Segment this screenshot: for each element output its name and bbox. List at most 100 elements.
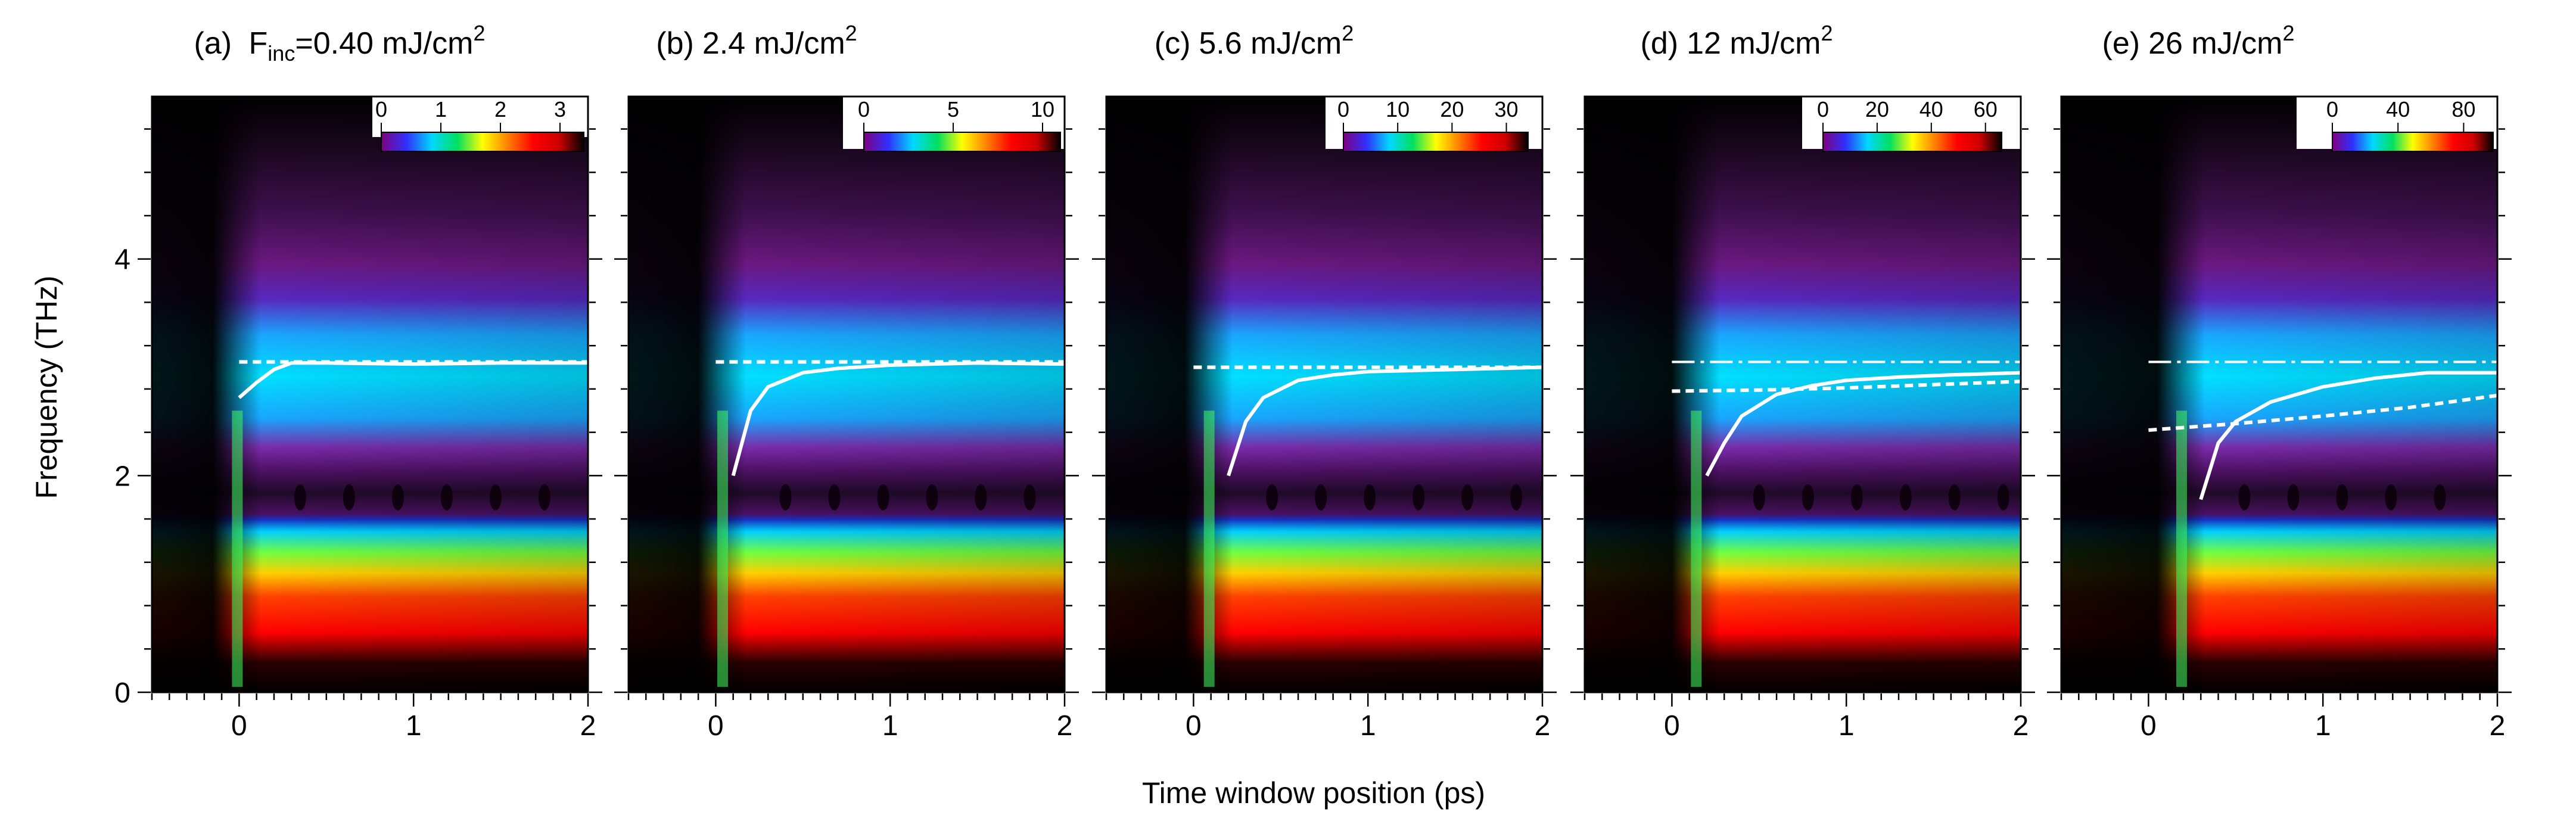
beat-spot — [828, 484, 841, 511]
x-tick-label: 0 — [1664, 710, 1680, 742]
colorbar-tick-label: 40 — [2386, 97, 2410, 122]
beat-spot — [1850, 484, 1863, 511]
x-tick-label: 1 — [2315, 710, 2331, 742]
solid-curve — [238, 361, 588, 399]
panel-title: (e) 26 mJ/cm2 — [2102, 21, 2295, 61]
x-tick-label: 0 — [231, 710, 247, 742]
title-mid: =0.40 mJ/cm — [295, 26, 473, 61]
panel-title: (b) 2.4 mJ/cm2 — [656, 21, 857, 61]
colorbar-tick-label: 30 — [1495, 97, 1519, 122]
panel-d: 0 1 20 20 40 60(d) 12 mJ/cm2 — [1570, 21, 2035, 742]
beat-spot — [1461, 484, 1474, 511]
beat-spot — [877, 484, 889, 511]
colorbar-tick-label: 5 — [947, 97, 959, 122]
beat-spot — [1997, 484, 2009, 511]
beat-spot — [1364, 484, 1376, 511]
beat-spot — [1948, 484, 1961, 511]
title-mid: 2.4 mJ/cm — [702, 26, 845, 61]
colorbar-tick-label: 0 — [858, 97, 870, 122]
title-mid: 12 mJ/cm — [1687, 26, 1821, 61]
beat-spot — [2238, 484, 2251, 511]
beat-spot — [1510, 484, 1523, 511]
heatmap-area — [1106, 97, 1542, 692]
title-letter: (a) — [194, 26, 232, 61]
heatmap-area — [2061, 97, 2497, 692]
panel-title: (c) 5.6 mJ/cm2 — [1155, 21, 1354, 61]
beat-spot — [489, 484, 502, 511]
x-tick-label: 1 — [1838, 710, 1855, 742]
title-sub: inc — [267, 41, 295, 66]
beat-spot — [538, 484, 550, 511]
colorbar — [381, 132, 584, 152]
colorbar-tick-label: 10 — [1031, 97, 1054, 122]
beat-spot — [2434, 484, 2446, 511]
colorbar — [1822, 132, 2002, 152]
beat-spot — [1315, 484, 1327, 511]
dashed-line — [2148, 393, 2497, 432]
beat-spot — [2336, 484, 2348, 511]
title-sup: 2 — [2282, 21, 2294, 45]
colorbar — [1343, 132, 1529, 152]
y-axis-label: Frequency (THz) — [30, 275, 63, 499]
title-sup: 2 — [845, 21, 857, 45]
beat-spot — [975, 484, 987, 511]
beat-spot — [2287, 484, 2300, 511]
y-tick-label: 4 — [114, 244, 130, 276]
colorbar-tick-label: 3 — [554, 97, 566, 122]
heatmap-onset-mask — [629, 97, 1065, 692]
solid-curve — [2199, 371, 2497, 500]
heatmap-onset-mask — [2061, 97, 2497, 692]
beat-spot — [1023, 484, 1036, 511]
panel-title: (a) Finc=0.40 mJ/cm2 — [194, 21, 486, 66]
beat-spot — [440, 484, 453, 511]
y-tick-label: 0 — [114, 677, 130, 709]
plot-frame — [1105, 95, 1544, 693]
x-tick-label: 0 — [1186, 710, 1202, 742]
beat-spot — [1753, 484, 1765, 511]
x-tick-label: 2 — [580, 710, 596, 742]
title-letter: (d) — [1641, 26, 1679, 61]
x-tick-label: 0 — [2141, 710, 2157, 742]
title-letter: (c) — [1155, 26, 1191, 61]
title-pre: F — [240, 26, 267, 61]
x-tick-label: 1 — [882, 710, 898, 742]
title-sup: 2 — [1342, 21, 1354, 45]
beat-spot — [294, 484, 306, 511]
beat-spot — [926, 484, 938, 511]
x-axis-label: Time window position (ps) — [1142, 776, 1485, 810]
colorbar-tick-label: 0 — [1817, 97, 1829, 122]
plot-frame — [1583, 95, 2022, 693]
colorbar-tick-label: 0 — [2326, 97, 2338, 122]
colorbar-tick-label: 1 — [435, 97, 447, 122]
title-mid: 26 mJ/cm — [2148, 26, 2282, 61]
heatmap-onset-mask — [1585, 97, 2021, 692]
x-tick-label: 2 — [1535, 710, 1551, 742]
colorbar — [2332, 132, 2494, 152]
heatmap-area — [1585, 97, 2021, 692]
colorbar-tick-label: 0 — [1337, 97, 1349, 122]
onset-glow — [1203, 410, 1215, 687]
colorbar-tick-label: 2 — [494, 97, 506, 122]
beat-spot — [1413, 484, 1425, 511]
dashed-line — [1672, 379, 2021, 393]
title-letter: (b) — [656, 26, 694, 61]
colorbar-tick-label: 10 — [1386, 97, 1410, 122]
x-tick-label: 0 — [708, 710, 724, 742]
plot-frame — [627, 95, 1066, 693]
y-tick-label: 2 — [114, 461, 130, 492]
panel-title: (d) 12 mJ/cm2 — [1641, 21, 1833, 61]
title-sup: 2 — [473, 21, 485, 45]
colorbar-tick-label: 80 — [2451, 97, 2475, 122]
solid-curve — [1227, 365, 1542, 477]
heatmap-area — [629, 97, 1065, 692]
panel-e: 0 1 2 0 40 80 (e) 26 mJ/cm2 — [2047, 21, 2512, 742]
plot-frame — [151, 95, 589, 693]
beat-spot — [343, 484, 355, 511]
heatmap-area — [152, 97, 588, 692]
beat-spot — [391, 484, 404, 511]
beat-spot — [2385, 484, 2397, 511]
panel-b: 0 1 2 0 5 10 (b) 2.4 mJ/cm2 — [614, 21, 1079, 742]
